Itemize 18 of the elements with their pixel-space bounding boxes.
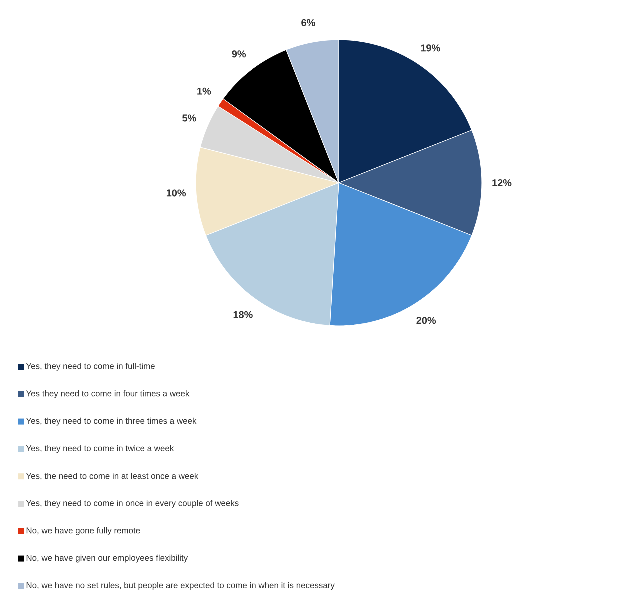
legend-label: No, we have given our employees flexibility: [26, 554, 188, 563]
data-label: 5%: [182, 114, 196, 122]
legend-label: Yes, they need to come in once in every couple of weeks: [26, 500, 239, 508]
data-label: 1%: [198, 88, 212, 95]
legend-label: No, we have gone fully remote: [26, 527, 140, 536]
legend-label: Yes they need to come in four times a week: [26, 390, 190, 398]
legend-label: Yes, they need to come in twice a week: [26, 445, 174, 454]
data-label: 20%: [416, 317, 436, 324]
data-label: 19%: [421, 44, 440, 52]
data-label: 18%: [234, 311, 253, 318]
legend-label: Yes, they need to come in full-time: [26, 363, 155, 371]
legend-label: Yes, they need to come in three times a week: [26, 418, 197, 426]
data-label: 10%: [166, 190, 186, 197]
data-label: 12%: [492, 179, 512, 187]
data-label: 6%: [302, 19, 316, 26]
legend-label: No, we have no set rules, but people are expected to come in when it is necessary: [26, 582, 335, 590]
data-label: 9%: [232, 50, 246, 58]
legend-label: Yes, the need to come in at least once a week: [26, 472, 199, 480]
